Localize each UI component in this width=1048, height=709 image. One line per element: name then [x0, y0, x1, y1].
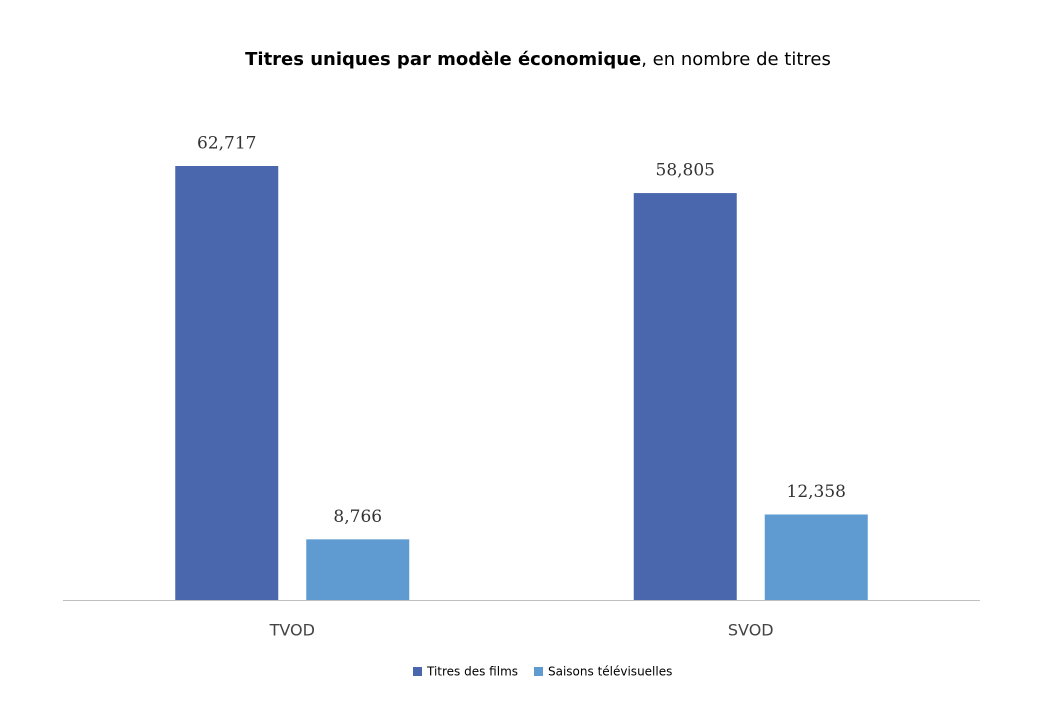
bar [306, 539, 410, 600]
value-label: 12,358 [787, 482, 846, 502]
value-label: 8,766 [333, 507, 382, 527]
x-tick-label: SVOD [728, 621, 774, 640]
legend-label: Saisons télévisuelles [548, 665, 672, 679]
bar [175, 166, 279, 600]
title-rest: , en nombre de titres [641, 49, 831, 70]
chart-title: Titres uniques par modèle économique, en… [245, 49, 831, 70]
x-tick-label: TVOD [269, 621, 315, 640]
legend-swatch [413, 667, 422, 676]
legend-swatch [534, 667, 543, 676]
legend-label: Titres des films [426, 665, 518, 679]
value-label: 58,805 [656, 161, 715, 181]
title-bold: Titres uniques par modèle économique [245, 49, 641, 70]
bar [764, 514, 868, 600]
bar [633, 193, 737, 601]
value-label: 62,717 [197, 134, 256, 154]
